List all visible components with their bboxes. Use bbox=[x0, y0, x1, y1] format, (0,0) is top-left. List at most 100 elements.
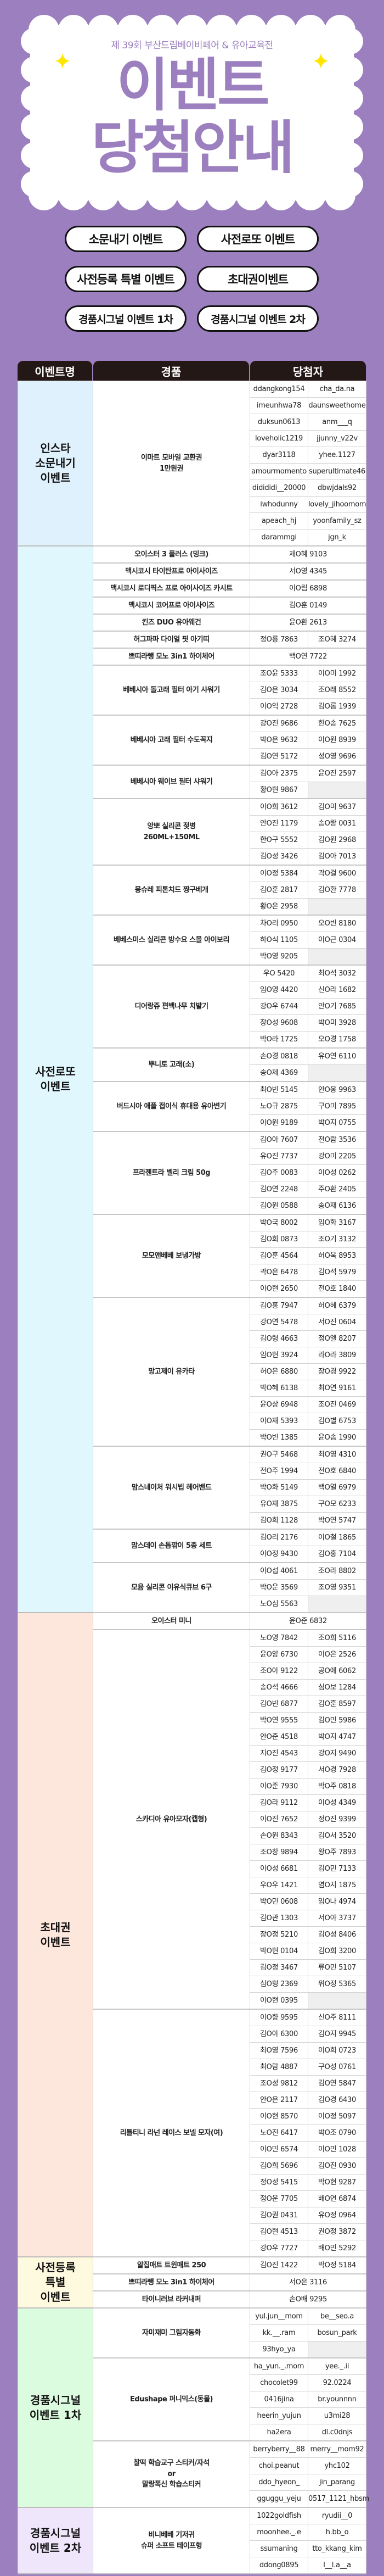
winner-cell: 윤O환 2613 bbox=[250, 614, 366, 632]
event-name-cell: 인스타 소문내기 이벤트 bbox=[18, 381, 93, 547]
winner-cell: 박O주 0818 bbox=[308, 1778, 366, 1795]
winner-cell: 안O준 4518 bbox=[250, 1729, 308, 1746]
prize-name-cell: 찰떡 학습교구 스티커/자석 or 말랑폭신 학습스티커 bbox=[93, 2440, 250, 2508]
winner-cell: merry__mom92 bbox=[308, 2440, 366, 2458]
table-row: gguggu_yeju 0517_1121_hbsm bbox=[18, 2490, 369, 2508]
nav-button-signal-event-2[interactable]: 경품시그널 이벤트 2차 bbox=[197, 305, 319, 332]
winner-cell: tto_kkang_kim bbox=[308, 2540, 366, 2557]
winner-cell: 이O근 0304 bbox=[308, 932, 366, 949]
winner-cell: 김O정 9177 bbox=[250, 1761, 308, 1778]
winner-cell: 강O진 9686 bbox=[250, 715, 308, 732]
table-row: apeach_hj yoonfamily_sz bbox=[18, 512, 366, 529]
winner-cell: 신O라 1682 bbox=[308, 982, 366, 999]
prize-name-cell: 버드시아 애플 접이식 휴대용 유아변기 bbox=[93, 1081, 250, 1132]
winner-cell: 구O미 7895 bbox=[308, 1098, 366, 1115]
table-row: didididi__20000 dbwjdals92 bbox=[18, 479, 366, 497]
winner-cell: 심O보 1284 bbox=[308, 1679, 366, 1696]
winner-cell: 황O현 9867 bbox=[250, 782, 308, 799]
winner-cell: 전O호 1840 bbox=[308, 1280, 366, 1298]
winner-cell: 안O웅 9963 bbox=[308, 1081, 366, 1099]
table-row: 박O혜 6138 최O연 9161 bbox=[18, 1380, 366, 1397]
table-row: 박O연 9555 김O민 5986 bbox=[18, 1712, 366, 1729]
table-row: 쁘띠라뺑 모노 3in1 하이체어 백O연 7722 bbox=[18, 648, 366, 666]
winner-cell: 유O재 3875 bbox=[250, 1496, 308, 1513]
winner-cell: 1022goldfish bbox=[250, 2507, 308, 2524]
table-row: 김O성 3426 김O아 7013 bbox=[18, 848, 366, 866]
winner-cell: 전O주 1994 bbox=[250, 1463, 308, 1480]
winner-cell: 이O은 2526 bbox=[308, 1646, 366, 1663]
winner-cell: u3mi28 bbox=[308, 2407, 366, 2424]
winner-cell: 윤O진 2597 bbox=[308, 765, 366, 782]
winner-cell: 오O경 1758 bbox=[308, 1031, 366, 1049]
table-row: 박O영 9205 bbox=[18, 948, 366, 966]
prize-name-cell: 베베시아 고래 필터 수도꼭지 bbox=[93, 715, 250, 766]
winner-cell: 이O현 0395 bbox=[250, 1992, 308, 2010]
winner-cell: yul.jun__mom bbox=[250, 2307, 308, 2325]
table-row: 모윰 실리콘 이유식큐브 6구 이O섭 4061 조O라 8802 bbox=[18, 1562, 366, 1613]
winner-cell: 93hyo_ya bbox=[250, 2341, 308, 2358]
winner-cell: 강O지 9490 bbox=[308, 1745, 366, 1762]
winner-cell: daunsweethome bbox=[308, 397, 366, 414]
empty-winner-cell bbox=[308, 782, 366, 799]
winner-cell: choi.peanut bbox=[250, 2457, 308, 2474]
table-row: choi.peanut yhc102 bbox=[18, 2457, 366, 2474]
winner-cell: 이O희 3612 bbox=[250, 798, 308, 816]
winner-cell: 박O지 0755 bbox=[308, 1114, 366, 1132]
table-row: 박O라 1725 오O경 1758 bbox=[18, 1031, 366, 1049]
winner-cell: h.bb_o bbox=[308, 2524, 366, 2541]
winner-cell: 김O민 5986 bbox=[308, 1712, 366, 1729]
winner-cell: 조O아 9122 bbox=[250, 1663, 308, 1680]
winner-cell: 김O아 6300 bbox=[250, 2026, 308, 2043]
prize-name-cell: 오이스터 3 플러스 (밍크) bbox=[93, 545, 250, 564]
table-row: 우O우 1421 염O지 1875 bbox=[18, 1877, 366, 1894]
winner-cell: 김O경 6430 bbox=[308, 2092, 366, 2109]
table-row: kk.__.ram bosun_park bbox=[18, 2324, 366, 2341]
winner-cell: 염O지 1875 bbox=[308, 1877, 366, 1894]
winner-cell: 서O영 4345 bbox=[250, 562, 366, 581]
table-row: 김O정 9177 서O경 7928 bbox=[18, 1761, 366, 1778]
event-name-cell: 사전등록 특별 이벤트 bbox=[18, 2256, 93, 2309]
table-row: 김O빈 6877 김O훈 8597 bbox=[18, 1696, 366, 1713]
winner-cell: 백O열 6979 bbox=[308, 1479, 366, 1496]
winner-cell: loveholic1219 bbox=[250, 430, 308, 447]
winner-cell: 박O현 9287 bbox=[308, 2174, 366, 2191]
nav-button-somun-event[interactable]: 소문내기 이벤트 bbox=[65, 226, 187, 252]
table-row: ddo_hyeon_ jin_parang bbox=[18, 2474, 366, 2491]
winner-cell: ddong0895 bbox=[250, 2557, 308, 2574]
winner-cell: jjunny_v22v bbox=[308, 430, 366, 447]
prize-name-cell: 쁘띠라뺑 모노 3in1 하이체어 bbox=[93, 2273, 250, 2291]
nav-button-preregister-event[interactable]: 사전등록 특별 이벤트 bbox=[65, 266, 187, 292]
table-row: 정O운 7705 배O연 6874 bbox=[18, 2190, 366, 2207]
winner-cell: 최O빈 5145 bbox=[250, 1081, 308, 1099]
nav-button-lotto-event[interactable]: 사전로또 이벤트 bbox=[197, 226, 319, 252]
table-row: 이O원 9189 박O지 0755 bbox=[18, 1114, 366, 1132]
winner-cell: 박O연 9555 bbox=[250, 1712, 308, 1729]
nav-button-signal-event-1[interactable]: 경품시그널 이벤트 1차 bbox=[65, 305, 187, 332]
winner-cell: 노O영 7842 bbox=[250, 1629, 308, 1647]
winner-cell: didididi__20000 bbox=[250, 479, 308, 497]
winner-cell: jgn_k bbox=[308, 529, 366, 547]
prize-name-cell: 허그파파 다이얼 핏 아기띠 bbox=[93, 631, 250, 649]
winner-cell: 우O우 1421 bbox=[250, 1877, 308, 1894]
winner-cell: 손O배 9295 bbox=[250, 2290, 366, 2309]
winner-cell: 허O혜 6379 bbox=[308, 1297, 366, 1314]
winner-cell: cha_da.na bbox=[308, 381, 366, 398]
table-row: 경품시그널 이벤트 2차 비니베베 기저귀 슈퍼 소프트 테이프형 1022gold… bbox=[18, 2507, 366, 2574]
winner-cell: 김O원 2968 bbox=[308, 832, 366, 849]
table-row: 찰떡 학습교구 스티커/자석 or 말랑폭신 학습스티커 berryberry__… bbox=[18, 2440, 366, 2508]
winner-cell: 박O빈 1385 bbox=[250, 1429, 308, 1447]
empty-winner-cell bbox=[308, 2341, 366, 2358]
table-row: 스카디아 유아모자(캡형) 노O영 7842 조O희 5116 bbox=[18, 1629, 366, 2010]
winner-cell: 김O환 7778 bbox=[308, 882, 366, 899]
winner-cell: 이O민 6574 bbox=[250, 2141, 308, 2158]
winner-cell: 오O빈 8180 bbox=[308, 915, 366, 932]
prize-name-cell: 맘스데이 손톱깎이 5종 세트 bbox=[93, 1529, 250, 1563]
table-row: 임O현 3924 라O라 3809 bbox=[18, 1347, 366, 1364]
table-row: 몽슈레 피톤치드 짱구베개 이O정 5384 곽O걸 9600 bbox=[18, 865, 366, 916]
prize-name-cell: 맥시코시 타이탄프로 아이사이즈 bbox=[93, 562, 250, 581]
winner-cell: 박O국 8002 bbox=[250, 1214, 308, 1231]
winner-cell: 김O홍 7947 bbox=[250, 1297, 308, 1314]
winner-cell: 정O운 7705 bbox=[250, 2190, 308, 2207]
nav-button-invitation-event[interactable]: 초대권이벤트 bbox=[197, 266, 319, 292]
prize-name-cell: Edushape 퍼니믹스(동물) bbox=[93, 2357, 250, 2441]
